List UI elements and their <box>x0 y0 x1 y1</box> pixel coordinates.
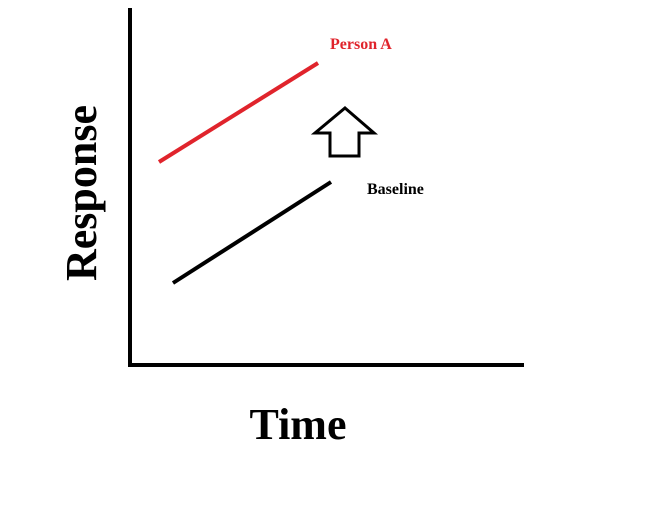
baseline-line <box>171 180 333 285</box>
y-axis-title: Response <box>57 105 106 281</box>
person-a-label: Person A <box>330 36 392 53</box>
person-a-line <box>157 61 320 164</box>
x-axis-title: Time <box>250 400 347 449</box>
baseline-label: Baseline <box>367 181 424 198</box>
up-arrow-icon <box>310 106 379 158</box>
